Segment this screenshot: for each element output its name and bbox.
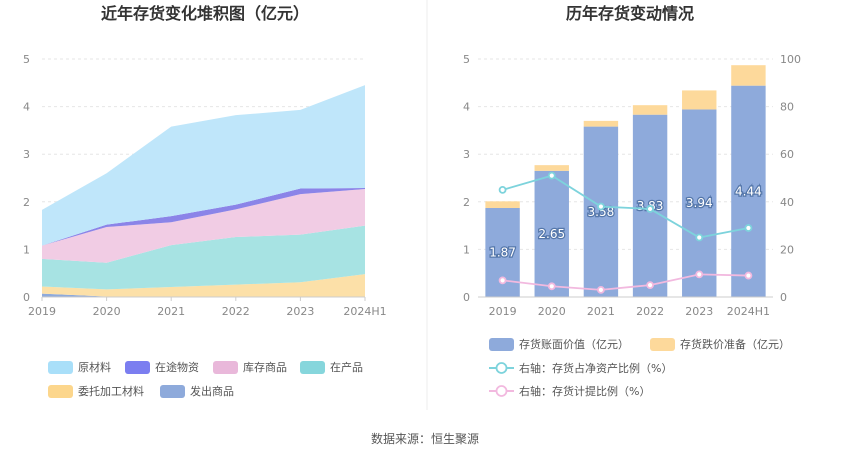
right-x-tick-label: 2021 <box>587 305 615 318</box>
legend-label-右轴：存货占净资产比例（%）: 右轴：存货占净资产比例（%） <box>519 361 672 375</box>
legend-point-swatch <box>495 362 508 374</box>
bar-impairment <box>485 201 520 208</box>
point-inventory-ratio <box>646 205 654 213</box>
legend-swatch-在产品 <box>300 361 325 374</box>
legend-point-swatch <box>495 385 508 397</box>
data-source: 数据来源：恒生聚源 <box>371 431 479 446</box>
point-provision-ratio <box>646 281 654 290</box>
right-y-tick-label: 3 <box>463 148 470 161</box>
point-provision-ratio <box>597 285 605 294</box>
legend-label-存货跌价准备（亿元）: 存货跌价准备（亿元） <box>680 337 790 351</box>
area-委托加工材料 <box>42 274 365 297</box>
point-inventory-ratio <box>547 171 556 180</box>
left-y-tick-label: 5 <box>23 53 30 66</box>
point-inventory-ratio <box>744 224 753 232</box>
right-bars: 1.872.653.583.833.944.44 <box>485 65 766 298</box>
point-inventory-ratio <box>695 233 704 242</box>
line-provision-ratio <box>502 273 749 291</box>
bar-value-label: 1.87 <box>489 245 516 259</box>
legend-swatch-在途物资 <box>125 361 150 374</box>
legend-label-右轴：存货计提比例（%）: 右轴：存货计提比例（%） <box>519 384 650 398</box>
right-x-tick-label: 2019 <box>489 305 517 318</box>
left-x-tick-label: 2021 <box>157 305 185 318</box>
bar-book-value <box>682 109 717 298</box>
bar-book-value <box>534 170 569 297</box>
right-legend: 存货账面价值（亿元） 存货跌价准备（亿元） 右轴：存货占净资产比例（%） 右轴：存货计… <box>489 337 790 398</box>
point-inventory-ratio <box>498 185 507 194</box>
right-y2-tick-label: 60 <box>780 148 794 161</box>
legend-label-委托加工材料: 委托加工材料 <box>78 384 144 398</box>
right-x-tick-label: 2022 <box>636 305 664 318</box>
area-库存商品 <box>42 188 365 263</box>
bar-book-value <box>583 126 619 297</box>
legend-swatch-存货账面价值（亿元） <box>489 338 514 351</box>
right-y-tick-label: 2 <box>463 196 470 209</box>
left-chart: 近年存货变化堆积图（亿元） 0 1 2 3 4 5 2019 2020 2021 2022 202… <box>23 4 387 398</box>
legend-label-在途物资: 在途物资 <box>155 360 199 374</box>
legend-label-在产品: 在产品 <box>330 360 363 374</box>
left-y-tick-label: 0 <box>23 291 30 304</box>
legend-swatch-库存商品 <box>213 361 238 374</box>
right-lines <box>498 171 753 294</box>
bar-impairment <box>731 65 766 86</box>
left-chart-title: 近年存货变化堆积图（亿元） <box>101 4 309 23</box>
right-x-tick-label: 2024H1 <box>727 305 770 318</box>
right-y2-tick-label: 100 <box>780 53 801 66</box>
point-inventory-ratio <box>597 202 605 211</box>
bar-impairment <box>632 105 668 115</box>
bar-value-label: 4.44 <box>735 184 762 198</box>
right-y2-tick-label: 0 <box>780 291 787 304</box>
left-x-tick-label: 2023 <box>286 305 314 318</box>
left-y-tick-label: 1 <box>23 243 30 256</box>
legend-swatch-发出商品 <box>160 385 185 398</box>
legend-swatch-委托加工材料 <box>48 385 73 398</box>
bar-impairment <box>534 165 569 171</box>
right-y-tick-label: 4 <box>463 101 470 114</box>
right-chart: 历年存货变动情况 0 01 202 403 604 805 100 1.872.653.58… <box>463 4 801 398</box>
area-在产品 <box>42 225 365 290</box>
legend-swatch-原材料 <box>48 361 73 374</box>
right-y-tick-label: 0 <box>463 291 470 304</box>
left-x-tick-label: 2024H1 <box>343 305 386 318</box>
left-y-tick-label: 2 <box>23 196 30 209</box>
right-axes: 2019 2020 2021 2022 2023 2024H1 <box>478 296 773 318</box>
left-areas <box>42 85 365 297</box>
bar-book-value <box>731 85 766 297</box>
point-provision-ratio <box>695 270 704 279</box>
left-y-tick-label: 4 <box>23 101 30 114</box>
bar-value-label: 3.94 <box>686 196 713 210</box>
legend-label-库存商品: 库存商品 <box>243 360 287 374</box>
right-y-tick-label: 1 <box>463 243 470 256</box>
bar-impairment <box>682 90 717 110</box>
legend-swatch-存货跌价准备（亿元） <box>650 338 675 351</box>
legend-label-原材料: 原材料 <box>78 360 111 374</box>
left-x-tick-label: 2019 <box>28 305 56 318</box>
right-y-tick-label: 5 <box>463 53 470 66</box>
right-y2-tick-label: 20 <box>780 243 794 256</box>
left-axes: 2019 2020 2021 2022 2023 2024H1 <box>28 296 387 318</box>
right-y2-tick-label: 40 <box>780 196 794 209</box>
bar-value-label: 2.65 <box>538 227 565 241</box>
legend-label-存货账面价值（亿元）: 存货账面价值（亿元） <box>519 337 629 351</box>
right-y2-tick-label: 80 <box>780 101 794 114</box>
area-原材料 <box>42 85 365 246</box>
left-x-tick-label: 2022 <box>222 305 250 318</box>
left-x-tick-label: 2020 <box>93 305 121 318</box>
point-provision-ratio <box>744 271 753 280</box>
bar-impairment <box>583 120 619 127</box>
point-provision-ratio <box>547 282 556 291</box>
legend-label-发出商品: 发出商品 <box>190 384 234 398</box>
right-x-tick-label: 2020 <box>538 305 566 318</box>
left-y-tick-label: 3 <box>23 148 30 161</box>
line-inventory-ratio <box>502 174 749 239</box>
right-x-tick-label: 2023 <box>685 305 713 318</box>
right-chart-title: 历年存货变动情况 <box>566 4 694 23</box>
point-provision-ratio <box>498 276 507 285</box>
